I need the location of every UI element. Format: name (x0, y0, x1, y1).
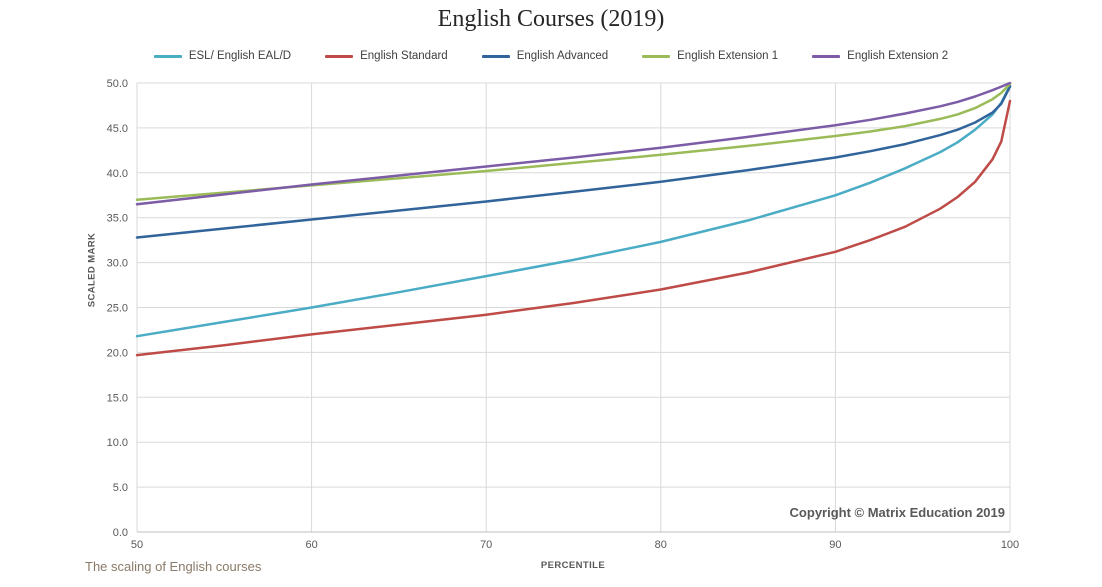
legend-item: English Extension 2 (812, 50, 948, 62)
legend-swatch (153, 54, 182, 58)
svg-text:80: 80 (655, 539, 667, 551)
y-axis-title: SCALED MARK (86, 232, 98, 308)
legend-label: English Extension 2 (847, 50, 949, 62)
legend-item: English Advanced (481, 50, 609, 62)
chart-title: English Courses (2019) (437, 6, 665, 32)
svg-text:20.0: 20.0 (107, 347, 128, 359)
svg-text:10.0: 10.0 (107, 437, 128, 449)
svg-text:90: 90 (829, 539, 841, 551)
svg-text:30.0: 30.0 (107, 258, 128, 270)
legend-swatch (812, 54, 841, 58)
svg-text:5.0: 5.0 (113, 482, 128, 494)
svg-text:70: 70 (480, 539, 492, 551)
legend-swatch (481, 54, 510, 58)
legend-label: English Extension 1 (677, 50, 779, 62)
svg-text:0.0: 0.0 (113, 527, 128, 539)
x-axis-title: PERCENTILE (540, 560, 606, 571)
svg-text:45.0: 45.0 (107, 123, 128, 135)
svg-text:50: 50 (131, 539, 143, 551)
legend-item: English Extension 1 (642, 50, 778, 62)
svg-text:50.0: 50.0 (107, 78, 128, 90)
svg-text:60: 60 (305, 539, 317, 551)
legend-label: English Standard (360, 50, 448, 62)
legend-label: ESL/ English EAL/D (188, 50, 292, 62)
legend-item: English Standard (325, 50, 448, 62)
legend-swatch (642, 54, 671, 58)
svg-text:40.0: 40.0 (107, 168, 128, 180)
svg-text:35.0: 35.0 (107, 213, 128, 225)
svg-text:100: 100 (1001, 539, 1019, 551)
legend-label: English Advanced (516, 50, 609, 62)
copyright-text: Copyright © Matrix Education 2019 (789, 505, 1005, 520)
legend-swatch (325, 54, 354, 58)
svg-text:15.0: 15.0 (107, 392, 128, 404)
chart-legend: ESL/ English EAL/D English Standard Englis… (0, 50, 1102, 62)
legend-item: ESL/ English EAL/D (153, 50, 292, 62)
svg-text:25.0: 25.0 (107, 303, 128, 315)
chart-caption: The scaling of English courses (85, 559, 262, 574)
